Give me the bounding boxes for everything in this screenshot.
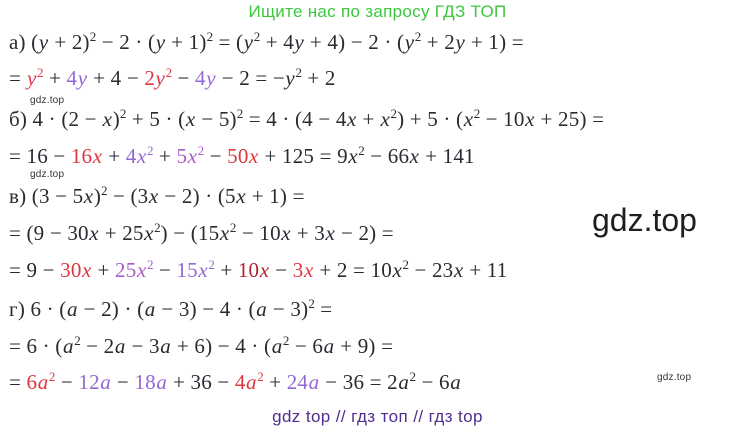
math-line-b1: б) 4 · (2 − x)2 + 5 · (x − 5)2 = 4 · (4 … bbox=[9, 107, 604, 132]
math-line-a1: а) (y + 2)2 − 2 · (y + 1)2 = (y2 + 4y + … bbox=[9, 30, 524, 55]
math-segment: 50x bbox=[227, 144, 259, 168]
math-segment: в) (3 − 5x)2 − (3x − 2) · (5x + 1) = bbox=[9, 183, 305, 208]
math-segment: б) 4 · (2 − x)2 + 5 · (x − 5)2 = 4 · (4 … bbox=[9, 106, 605, 131]
math-segment: y2 bbox=[27, 65, 44, 90]
math-segment: 16x bbox=[70, 144, 103, 168]
math-segment: + bbox=[153, 144, 177, 168]
math-segment: 2y2 bbox=[144, 65, 173, 90]
math-segment: − bbox=[172, 66, 196, 90]
math-segment: 25x2 bbox=[115, 257, 154, 282]
math-segment: + 2 = 10x2 − 23x + 11 bbox=[313, 257, 508, 282]
math-segment: − bbox=[153, 258, 177, 282]
math-segment: + 4 − bbox=[87, 66, 145, 90]
math-segment: 3x bbox=[292, 258, 314, 282]
watermark-big: gdz.top bbox=[592, 202, 697, 238]
math-segment: 24a bbox=[286, 370, 320, 394]
math-segment: 6a2 bbox=[26, 369, 56, 394]
watermark-small-2: gdz.top bbox=[30, 169, 65, 180]
math-segment: + 125 = 9x2 − 66x + 141 bbox=[259, 143, 475, 168]
math-segment: = 9 − bbox=[9, 258, 61, 282]
watermark-small-1: gdz.top bbox=[30, 95, 65, 106]
watermark-small-3: gdz.top bbox=[657, 372, 692, 383]
page-title: Ищите нас по запросу ГДЗ ТОП bbox=[248, 2, 507, 21]
math-segment: − bbox=[55, 370, 79, 394]
math-segment: + bbox=[263, 370, 287, 394]
math-segment: − bbox=[204, 144, 228, 168]
math-segment: = 6 · (a2 − 2a − 3a + 6) − 4 · (a2 − 6a … bbox=[9, 333, 394, 358]
math-line-a2: = y2 + 4y + 4 − 2y2 − 4y − 2 = −y2 + 2 bbox=[9, 66, 336, 91]
math-line-g1: г) 6 · (a − 2) · (a − 3) − 4 · (a − 3)2 … bbox=[9, 297, 332, 322]
math-segment: − 2 = −y2 + 2 bbox=[216, 65, 336, 90]
math-segment: = 16 − bbox=[9, 144, 71, 168]
math-line-v3: = 9 − 30x + 25x2 − 15x2 + 10x − 3x + 2 =… bbox=[9, 258, 507, 283]
math-segment: − 36 = 2a2 − 6a bbox=[319, 369, 461, 394]
math-segment: + 36 − bbox=[167, 370, 235, 394]
math-line-g3: = 6a2 − 12a − 18a + 36 − 4a2 + 24a − 36 … bbox=[9, 370, 461, 395]
math-segment: 10x bbox=[237, 258, 270, 282]
math-segment: г) 6 · (a − 2) · (a − 3) − 4 · (a − 3)2 … bbox=[9, 296, 333, 321]
math-segment: 4y bbox=[195, 66, 216, 90]
math-line-g2: = 6 · (a2 − 2a − 3a + 6) − 4 · (a2 − 6a … bbox=[9, 334, 393, 359]
math-segment: 12a bbox=[78, 370, 111, 394]
math-segment: − bbox=[269, 258, 293, 282]
math-segment: 4y bbox=[66, 66, 88, 90]
math-line-v2: = (9 − 30x + 25x2) − (15x2 − 10x + 3x − … bbox=[9, 221, 394, 246]
math-segment: 15x2 bbox=[176, 257, 215, 282]
watermark-bottom: gdz top // гдз топ // гдз top bbox=[272, 407, 483, 426]
math-segment: 4a2 bbox=[234, 369, 264, 394]
math-line-b2: = 16 − 16x + 4x2 + 5x2 − 50x + 125 = 9x2… bbox=[9, 144, 475, 169]
math-segment: 4x2 bbox=[125, 143, 154, 168]
math-line-v1: в) (3 − 5x)2 − (3x − 2) · (5x + 1) = bbox=[9, 184, 305, 209]
math-segment: = bbox=[9, 370, 27, 394]
math-segment: = bbox=[9, 66, 27, 90]
math-segment: = (9 − 30x + 25x2) − (15x2 − 10x + 3x − … bbox=[9, 220, 394, 245]
math-segment: 30x bbox=[60, 258, 92, 282]
math-segment: + bbox=[43, 66, 67, 90]
math-segment: + bbox=[214, 258, 238, 282]
math-segment: 18a bbox=[134, 370, 168, 394]
math-segment: + bbox=[102, 144, 126, 168]
math-segment: + bbox=[92, 258, 116, 282]
math-segment: − bbox=[111, 370, 135, 394]
math-segment: 5x2 bbox=[176, 143, 205, 168]
math-segment: а) (y + 2)2 − 2 · (y + 1)2 = (y2 + 4y + … bbox=[9, 29, 524, 54]
